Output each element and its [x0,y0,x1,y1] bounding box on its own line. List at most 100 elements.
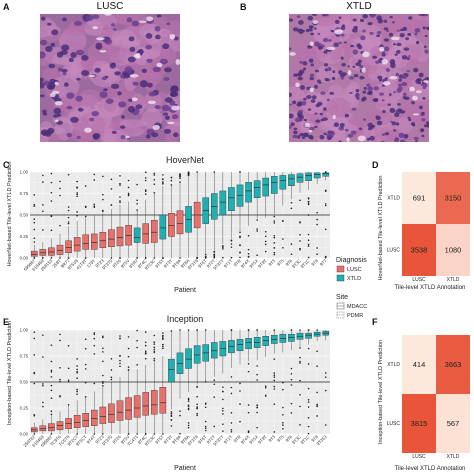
outlier-point [144,357,147,360]
outlier-point [110,204,113,206]
outlier-point [162,181,164,183]
outlier-point [144,179,147,182]
outlier-point [273,222,276,224]
outlier-point [50,172,53,175]
outlier-point [307,329,310,331]
outlier-point [204,406,207,409]
outlier-point [110,188,113,190]
outlier-point [127,369,130,371]
heatmap-cell [402,335,436,394]
outlier-point [316,253,318,255]
outlier-point [93,332,96,334]
outlier-point [102,175,104,178]
outlier-point [273,388,276,390]
outlier-point [324,203,327,205]
box [90,233,98,250]
outlier-point [299,221,301,223]
legend-item-mdacc: MDACC [347,304,367,310]
outlier-point [273,372,276,374]
xtick-label: 9T4C [137,434,148,445]
outlier-point [256,411,258,414]
heatmap-d-xlabel: Tile-level XTLD Annotation [395,285,466,291]
outlier-point [76,433,78,435]
heatmap-cell-value: 414 [413,360,426,369]
outlier-point [247,253,250,255]
outlier-point [273,431,276,433]
outlier-point [196,412,198,415]
outlier-point [290,384,293,386]
outlier-point [136,346,138,349]
outlier-point [102,385,104,387]
outlier-point [264,235,267,238]
outlier-point [307,401,310,403]
outlier-point [247,404,250,406]
outlier-point [76,180,78,183]
outlier-point [299,393,301,396]
outlier-point [222,398,224,401]
outlier-point [59,367,61,369]
outlier-point [170,176,173,179]
outlier-point [153,179,156,181]
box [228,187,235,211]
outlier-point [230,256,233,259]
outlier-point [213,425,216,428]
outlier-point [102,336,104,339]
outlier-point [162,257,164,259]
outlier-point [187,408,190,411]
outlier-point [93,333,96,336]
outlier-point [187,400,190,403]
outlier-point [84,363,87,366]
box [99,231,107,248]
outlier-point [239,390,241,392]
outlier-point [230,239,233,241]
outlier-point [179,414,181,417]
outlier-point [110,357,113,360]
heatmap-f-xlabel: Tile-level XTLD Annotation [395,466,466,472]
outlier-point [136,183,138,186]
outlier-point [239,403,241,405]
xtick-label: 9T3T [163,434,174,445]
xtick-label: 9T9T [257,434,268,445]
outlier-point [50,384,53,387]
outlier-point [42,401,44,404]
panel-a-title: LUSC [96,1,124,12]
outlier-point [136,199,138,202]
outlier-point [102,198,104,201]
outlier-point [222,248,224,250]
outlier-point [153,174,156,176]
outlier-point [76,211,78,213]
box [288,333,295,342]
outlier-point [282,424,284,426]
outlier-point [222,423,224,425]
xtld-histology-image [289,14,429,142]
outlier-point [153,172,156,175]
box [150,390,158,415]
outlier-point [76,368,78,371]
outlier-point [273,215,276,218]
outlier-point [213,253,216,256]
outlier-point [153,334,156,337]
ytick-label: 1.00 [20,328,29,333]
outlier-point [50,369,53,372]
outlier-point [42,334,44,336]
outlier-point [153,191,156,194]
outlier-point [222,407,224,410]
box [322,172,329,177]
outlier-point [136,433,138,435]
outlier-point [84,185,87,187]
outlier-point [204,380,207,383]
box [245,182,252,203]
heatmap-cell [402,172,436,224]
outlier-point [153,183,156,185]
box [31,250,38,257]
heatmap-cell [402,394,436,453]
outlier-point [33,194,36,196]
outlier-point [162,345,164,348]
outlier-point [102,382,104,384]
outlier-point [50,200,53,202]
outlier-point [59,257,61,259]
outlier-point [136,339,138,342]
outlier-point [59,339,61,342]
outlier-point [196,257,198,259]
outlier-point [179,410,181,412]
